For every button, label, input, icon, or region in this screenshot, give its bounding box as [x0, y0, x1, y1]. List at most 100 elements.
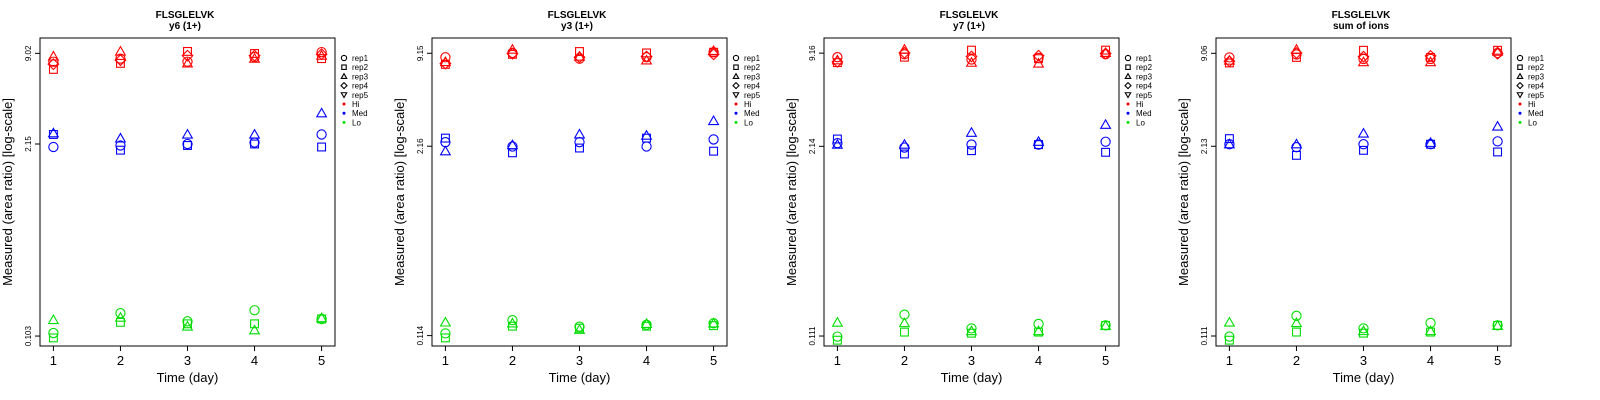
legend-label: Hi [1136, 100, 1144, 109]
x-axis-label: Time (day) [1333, 370, 1395, 385]
data-point [1290, 46, 1303, 60]
legend-label: rep1 [352, 54, 369, 63]
data-point [831, 316, 844, 327]
data-point [708, 47, 719, 58]
data-point [640, 129, 653, 140]
legend-marker [733, 64, 739, 70]
data-point [640, 317, 653, 328]
data-point [115, 145, 125, 155]
data-point [967, 146, 976, 156]
legend-label: Med [744, 109, 760, 118]
data-point [898, 43, 911, 54]
legend-label: Hi [352, 100, 360, 109]
data-point [1424, 56, 1437, 67]
data-point [1491, 120, 1504, 131]
legend-color-dot [1126, 111, 1130, 115]
legend-color-dot [342, 111, 346, 115]
data-point [707, 44, 720, 56]
chart-subtitle: sum of ions [1333, 21, 1390, 32]
data-point [1291, 310, 1302, 321]
legend-label: Hi [744, 100, 752, 109]
y-tick-label: 2.13 [1200, 138, 1209, 154]
data-point [1424, 136, 1437, 147]
data-point [1223, 54, 1236, 65]
data-point [1100, 136, 1111, 147]
x-tick-label: 1 [1226, 353, 1233, 368]
y-tick-label: 9.06 [1200, 45, 1209, 61]
legend-label: rep3 [1528, 72, 1545, 81]
y-tick-label: 0.103 [24, 325, 33, 346]
x-tick-label: 5 [1494, 353, 1501, 368]
legend-label: rep3 [352, 72, 369, 81]
legend-marker [1516, 72, 1524, 79]
legend-color-dot [1126, 120, 1130, 124]
x-tick-label: 1 [442, 353, 449, 368]
data-point [899, 327, 909, 337]
data-point [709, 146, 719, 156]
data-point [1359, 45, 1368, 55]
data-point [641, 319, 652, 330]
data-point [1357, 56, 1370, 67]
y-tick-label: 2.15 [24, 136, 33, 152]
data-point [1424, 325, 1437, 336]
x-tick-label: 4 [1427, 353, 1434, 368]
data-point [831, 55, 844, 68]
data-point [182, 316, 193, 327]
legend-label: Hi [1528, 100, 1536, 109]
plot-frame [39, 37, 336, 347]
legend-color-dot [1518, 111, 1522, 115]
data-point [48, 327, 59, 339]
x-tick-label: 3 [184, 353, 191, 368]
data-point [181, 320, 194, 331]
data-point [440, 52, 451, 63]
data-point [1491, 319, 1504, 331]
data-point [1291, 150, 1301, 160]
data-point [1426, 139, 1436, 149]
legend-marker [732, 72, 740, 79]
x-tick-label: 2 [1293, 353, 1300, 368]
data-point [183, 319, 192, 329]
x-tick-label: 4 [1035, 353, 1042, 368]
data-point [832, 52, 843, 63]
data-point [1101, 147, 1111, 157]
data-point [898, 138, 911, 149]
legend-marker [732, 54, 740, 62]
data-point [507, 141, 518, 152]
legend-label: rep2 [744, 63, 761, 72]
data-point [573, 128, 586, 139]
x-axis-label: Time (day) [549, 370, 611, 385]
y-axis-label: Measured (area ratio) [log-scale] [1176, 98, 1191, 286]
data-point [898, 317, 911, 328]
chart-subtitle: y7 (1+) [953, 21, 985, 32]
data-point [1358, 139, 1369, 150]
data-point [574, 321, 585, 332]
legend-label: rep1 [1528, 54, 1545, 63]
data-point [1224, 335, 1234, 345]
legend-label: rep4 [352, 82, 369, 91]
data-point [965, 325, 978, 336]
data-point [965, 56, 978, 67]
data-point [1223, 138, 1236, 149]
chart-title: FLSGLELVK [940, 10, 999, 21]
data-point [249, 305, 260, 316]
data-point [48, 64, 58, 74]
data-point [1224, 134, 1234, 144]
data-point [47, 127, 60, 138]
x-tick-label: 5 [710, 353, 717, 368]
data-point [248, 128, 261, 139]
data-point [899, 52, 909, 62]
data-point [573, 50, 586, 61]
data-point [1099, 319, 1112, 331]
x-tick-label: 4 [251, 353, 258, 368]
data-point [966, 323, 977, 334]
y-tick-label: 0.111 [1200, 326, 1209, 345]
legend-label: rep5 [1528, 91, 1545, 100]
legend-color-dot [734, 120, 738, 124]
data-point [1032, 135, 1045, 146]
y-tick-label: 9.16 [808, 45, 817, 61]
data-point [1100, 320, 1111, 331]
data-point [1099, 46, 1112, 58]
data-point [317, 142, 327, 152]
data-point [707, 48, 720, 61]
y-axis-label: Measured (area ratio) [log-scale] [392, 98, 407, 286]
